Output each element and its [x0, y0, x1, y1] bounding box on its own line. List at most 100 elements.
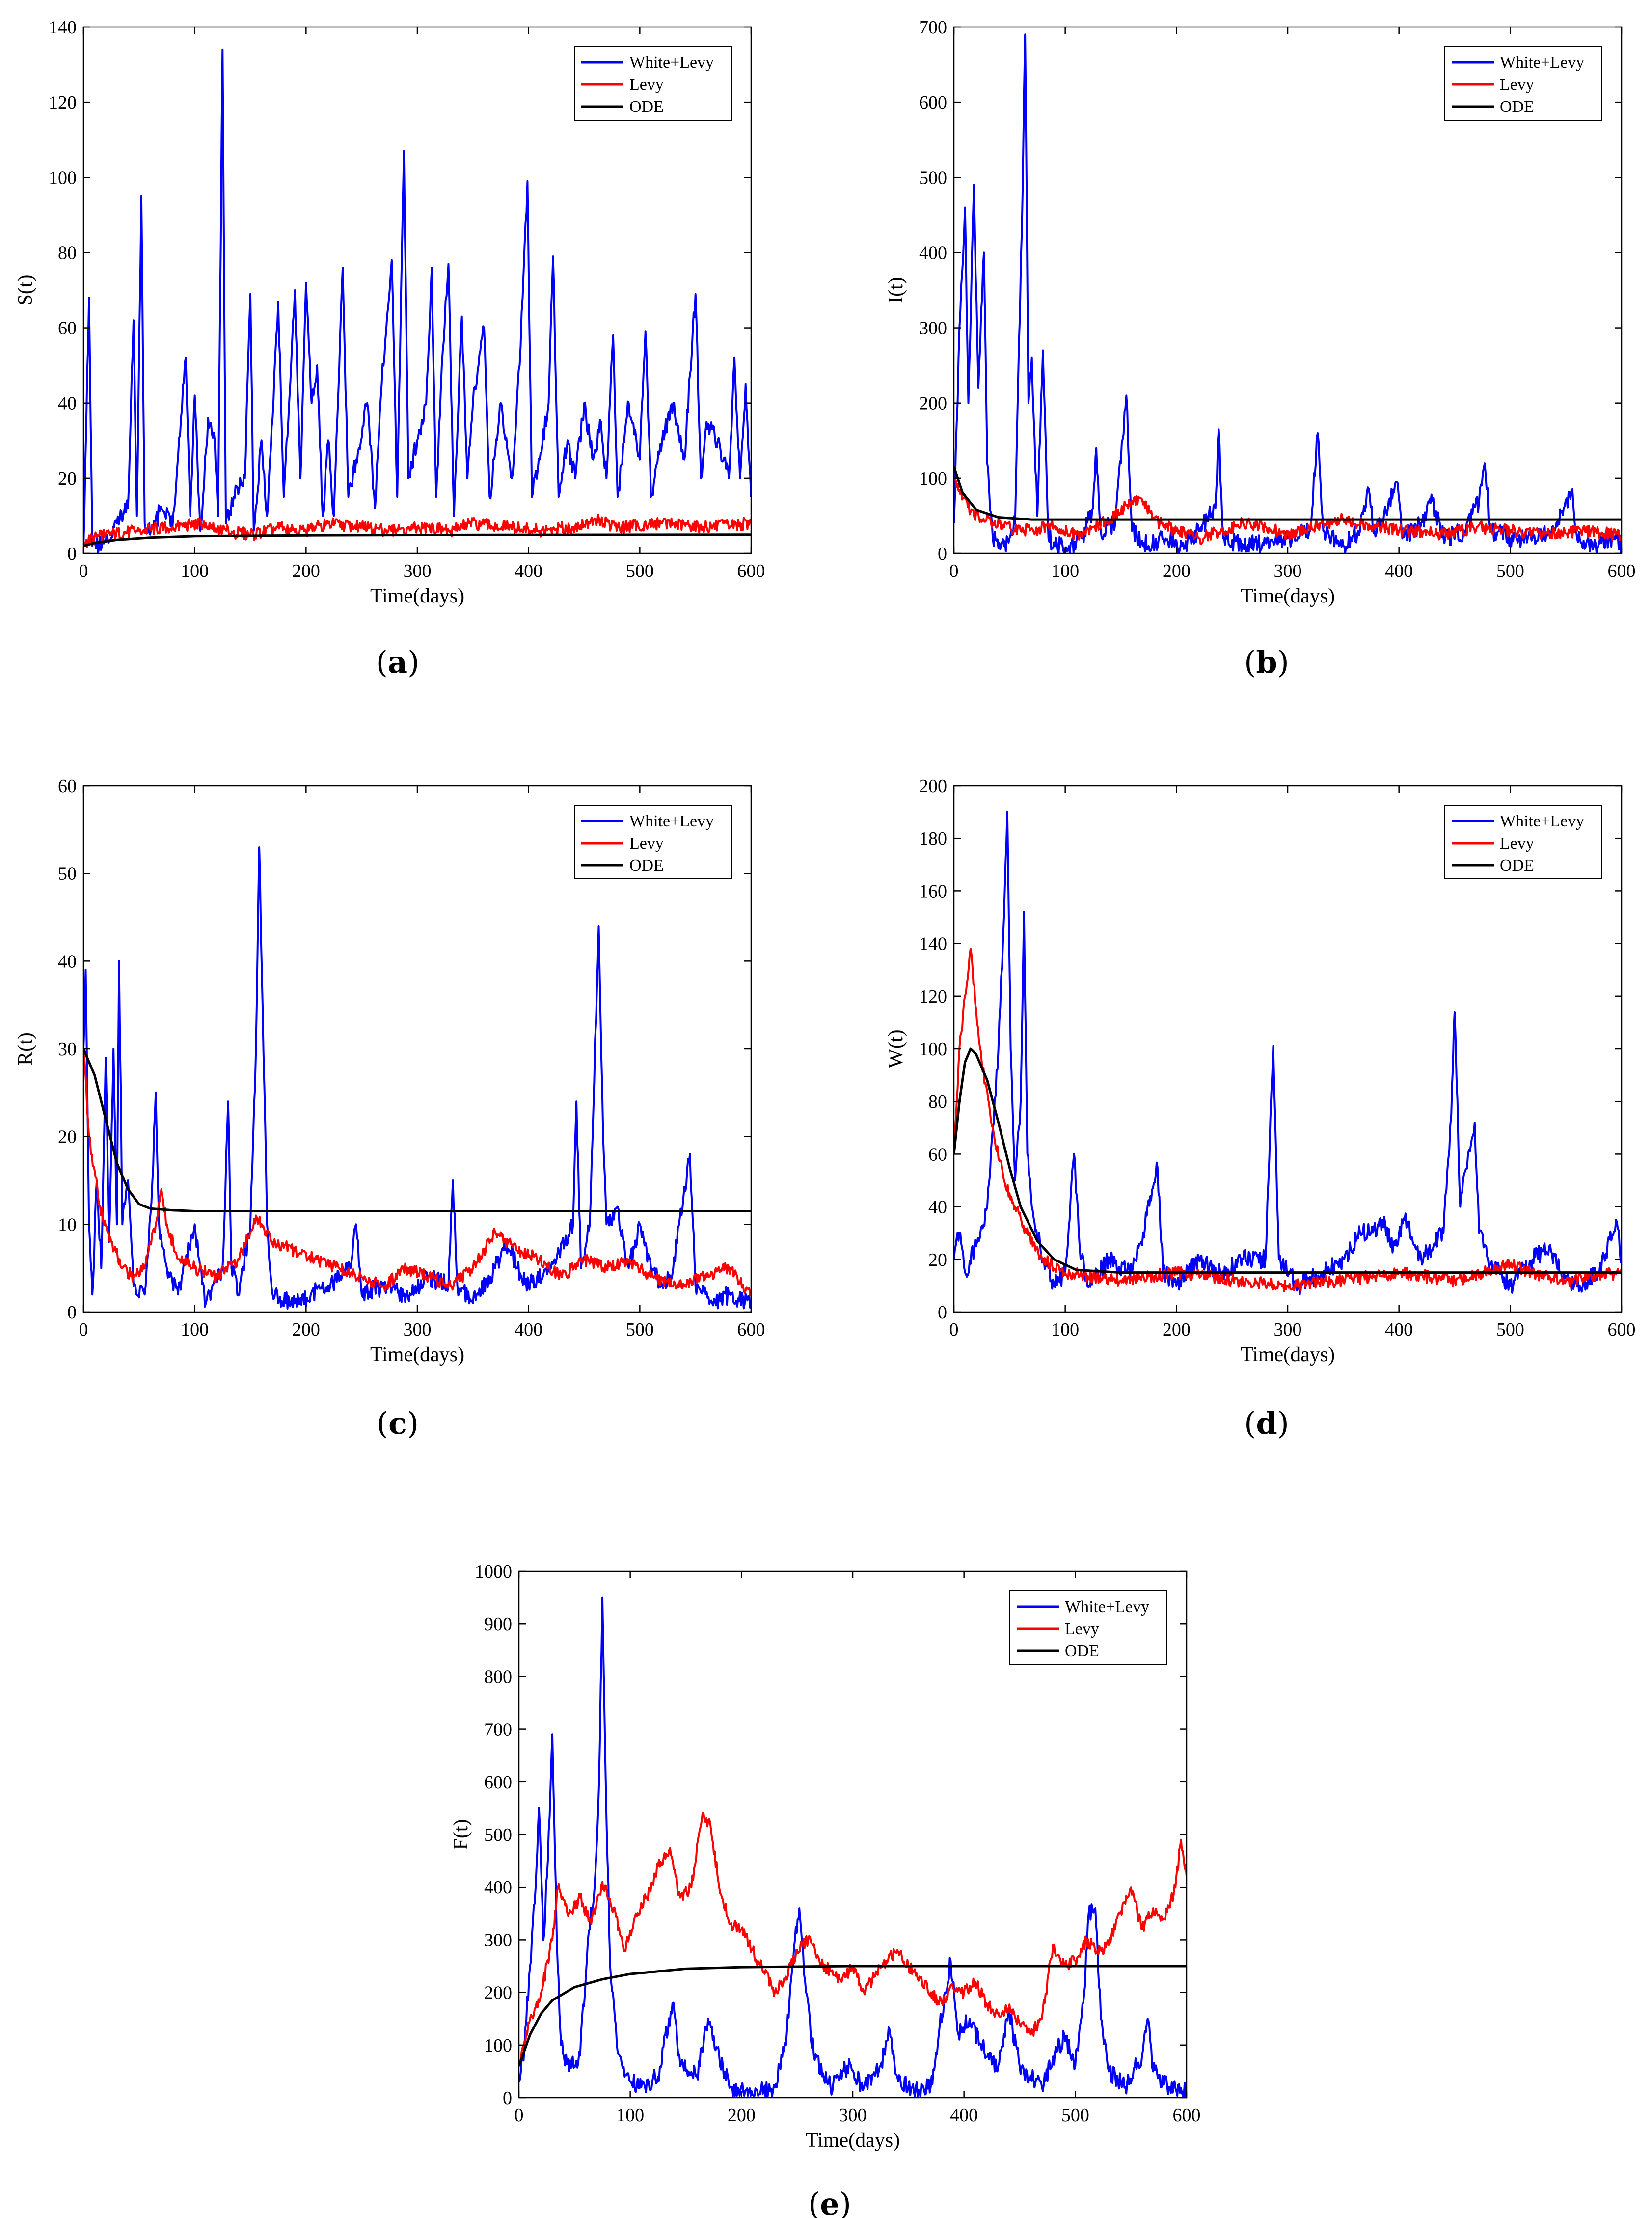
x-tick-label: 0	[79, 1319, 88, 1340]
legend-label: ODE	[1500, 856, 1534, 875]
y-tick-label: 600	[484, 1772, 512, 1793]
x-tick-label: 200	[292, 561, 320, 581]
y-tick-label: 0	[67, 544, 77, 564]
y-tick-label: 400	[484, 1877, 512, 1898]
x-axis-label: Time(days)	[370, 1343, 464, 1366]
legend-label: White+Levy	[629, 812, 714, 830]
y-tick-label: 100	[49, 167, 77, 188]
y-axis-label: W(t)	[885, 1029, 907, 1068]
x-axis-label: Time(days)	[1241, 1343, 1335, 1366]
legend-label: White+Levy	[1500, 54, 1584, 72]
series-line-white-levy	[83, 48, 751, 553]
x-tick-label: 0	[949, 561, 959, 581]
y-tick-label: 120	[919, 986, 947, 1007]
y-tick-label: 20	[58, 1127, 77, 1148]
legend-label: White+Levy	[1500, 812, 1584, 830]
series-line-ode	[954, 1047, 1622, 1274]
x-tick-label: 400	[515, 1319, 542, 1340]
y-tick-label: 0	[938, 1302, 947, 1323]
y-tick-label: 200	[919, 393, 947, 414]
y-tick-label: 0	[938, 544, 947, 564]
y-tick-label: 400	[919, 243, 947, 263]
x-tick-label: 600	[1608, 561, 1636, 581]
y-tick-label: 180	[919, 828, 947, 849]
y-tick-label: 40	[58, 393, 77, 414]
panel-caption: (c)	[377, 1405, 419, 1441]
legend-label: Levy	[1500, 76, 1534, 94]
y-tick-label: 60	[58, 776, 77, 796]
y-tick-label: 0	[67, 1302, 77, 1323]
y-axis-label: F(t)	[450, 1819, 472, 1850]
legend-label: ODE	[629, 856, 664, 875]
y-tick-label: 160	[919, 881, 947, 902]
y-tick-label: 140	[49, 17, 77, 38]
y-tick-label: 30	[58, 1039, 77, 1060]
series-line-white-levy	[83, 846, 751, 1310]
y-tick-label: 500	[484, 1825, 512, 1845]
y-tick-label: 120	[49, 92, 77, 113]
series-line-ode	[954, 466, 1622, 521]
legend: White+Levy Levy ODE	[574, 46, 732, 121]
y-tick-label: 80	[928, 1092, 947, 1112]
chart-panel-e: 0 100 200 300 400 500 600 0 100 200 300 400 500 600 70…	[450, 1561, 1201, 2218]
legend: White+Levy Levy ODE	[1009, 1590, 1167, 1665]
chart-panel-c: 0 100 200 300 400 500 600 0 10 20 30 40 50 60 Time(day…	[14, 776, 765, 1441]
x-tick-label: 500	[1496, 1319, 1524, 1340]
y-tick-label: 700	[919, 17, 947, 38]
legend-label: White+Levy	[1065, 1598, 1149, 1616]
x-axis-label: Time(days)	[806, 2129, 900, 2152]
x-tick-label: 300	[1274, 1319, 1302, 1340]
x-tick-label: 300	[404, 1319, 432, 1340]
legend: White+Levy Levy ODE	[1444, 46, 1602, 121]
y-tick-label: 700	[484, 1720, 512, 1740]
x-tick-label: 400	[1385, 561, 1413, 581]
y-tick-label: 140	[919, 934, 947, 955]
legend-label: Levy	[1065, 1620, 1099, 1638]
y-tick-label: 200	[919, 776, 947, 796]
series-line-white-levy	[519, 1596, 1187, 2098]
legend: White+Levy Levy ODE	[574, 805, 732, 879]
panel-caption: (e)	[808, 2186, 851, 2218]
x-tick-label: 500	[626, 561, 654, 581]
panel-caption: (a)	[376, 644, 420, 680]
y-tick-label: 60	[58, 318, 77, 339]
x-tick-label: 500	[1061, 2105, 1089, 2126]
series-line-levy	[519, 1812, 1187, 2067]
x-axis-label: Time(days)	[1241, 585, 1335, 607]
x-tick-label: 300	[1274, 561, 1302, 581]
x-tick-label: 0	[515, 2105, 524, 2126]
x-tick-label: 200	[292, 1319, 320, 1340]
x-tick-label: 200	[728, 2105, 756, 2126]
x-tick-label: 500	[626, 1319, 654, 1340]
y-tick-label: 40	[928, 1197, 947, 1218]
y-tick-label: 10	[58, 1214, 77, 1235]
y-tick-label: 1000	[475, 1561, 512, 1582]
y-tick-label: 800	[484, 1667, 512, 1687]
x-tick-label: 100	[181, 1319, 209, 1340]
y-tick-label: 0	[503, 2088, 512, 2108]
x-tick-label: 100	[1051, 561, 1079, 581]
legend-label: Levy	[629, 76, 664, 94]
y-tick-label: 500	[919, 167, 947, 188]
y-tick-label: 300	[919, 318, 947, 339]
series-line-levy	[83, 513, 751, 548]
x-axis-label: Time(days)	[370, 585, 464, 607]
x-tick-label: 600	[737, 561, 765, 581]
x-tick-label: 300	[839, 2105, 867, 2126]
y-axis-label: I(t)	[885, 277, 907, 303]
series-line-levy	[954, 477, 1622, 545]
legend-label: Levy	[1500, 834, 1534, 852]
panel-caption: (d)	[1244, 1405, 1289, 1441]
series-line-white-levy	[954, 811, 1622, 1295]
chart-panel-b: 0 100 200 300 400 500 600 0 100 200 300 400 500 600 70…	[885, 17, 1636, 680]
y-tick-label: 80	[58, 243, 77, 263]
legend-label: White+Levy	[629, 54, 714, 72]
x-tick-label: 400	[950, 2105, 978, 2126]
y-tick-label: 100	[919, 1039, 947, 1060]
legend-label: ODE	[1500, 98, 1534, 116]
y-tick-label: 40	[58, 951, 77, 972]
y-tick-label: 100	[484, 2035, 512, 2056]
y-tick-label: 900	[484, 1614, 512, 1635]
legend: White+Levy Levy ODE	[1444, 805, 1602, 879]
